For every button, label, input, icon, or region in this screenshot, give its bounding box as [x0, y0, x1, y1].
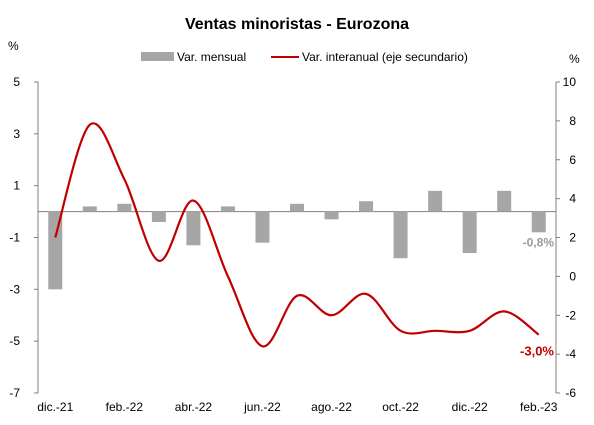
legend-label-interanual: Var. interanual (eje secundario) — [302, 50, 468, 64]
x-tick-label: feb.-23 — [520, 400, 558, 414]
bar — [290, 203, 304, 212]
bar — [428, 190, 443, 212]
y-right-tick-label: -2 — [565, 308, 576, 322]
y-right-tick-label: 8 — [569, 114, 576, 128]
chart-title: Ventas minoristas - Eurozona — [185, 16, 409, 33]
bar — [359, 201, 374, 212]
y-left-tick-label: 5 — [13, 75, 20, 89]
plot-area: 5 3 1 -1 -3 -5 -7 10 8 6 4 2 0 -2 -4 -6 dic.-21 feb.-22 ab… — [9, 75, 576, 414]
x-tick-label: dic.-21 — [37, 400, 73, 414]
y-right-tick-label: -6 — [565, 386, 576, 400]
left-axis-unit: % — [8, 39, 19, 53]
y-left-tick-label: -3 — [9, 282, 20, 296]
y-left-tick-label: 3 — [13, 127, 20, 141]
bar — [186, 211, 201, 246]
y-right-tick-label: 0 — [569, 269, 576, 283]
x-tick-label: feb.-22 — [106, 400, 144, 414]
bar — [462, 211, 477, 254]
y-left-tick-label: 1 — [13, 179, 20, 193]
bar — [117, 203, 132, 212]
y-right-tick-label: 2 — [569, 231, 576, 245]
bar — [82, 206, 97, 212]
y-right-tick-label: -4 — [565, 347, 576, 361]
bar — [220, 206, 235, 212]
x-tick-label: jun.-22 — [243, 400, 281, 414]
y-left-tick-label: -7 — [9, 386, 20, 400]
chart-legend: Var. mensual Var. interanual (eje secund… — [141, 50, 468, 64]
line-series-interanual — [54, 122, 540, 348]
x-tick-label: dic.-22 — [452, 400, 488, 414]
y-right-tick-label: 6 — [569, 153, 576, 167]
bar — [497, 190, 512, 212]
bar — [393, 211, 408, 259]
right-axis-unit: % — [569, 52, 580, 66]
bar — [531, 211, 546, 233]
bar — [324, 211, 339, 220]
data-label-line-last: -3,0% — [520, 344, 554, 359]
y-right-tick-label: 10 — [563, 75, 577, 89]
bar — [255, 211, 270, 243]
bar — [48, 211, 63, 290]
y-right-tick-label: 4 — [569, 192, 576, 206]
x-tick-label: ago.-22 — [311, 400, 352, 414]
bar — [151, 211, 166, 222]
data-label-bar-last: -0,8% — [523, 235, 555, 249]
x-tick-label: abr.-22 — [175, 400, 213, 414]
x-tick-label: oct.-22 — [382, 400, 419, 414]
y-left-tick-label: -5 — [9, 334, 20, 348]
legend-swatch-mensual — [141, 52, 174, 61]
legend-label-mensual: Var. mensual — [177, 50, 246, 64]
y-left-tick-label: -1 — [9, 231, 20, 245]
